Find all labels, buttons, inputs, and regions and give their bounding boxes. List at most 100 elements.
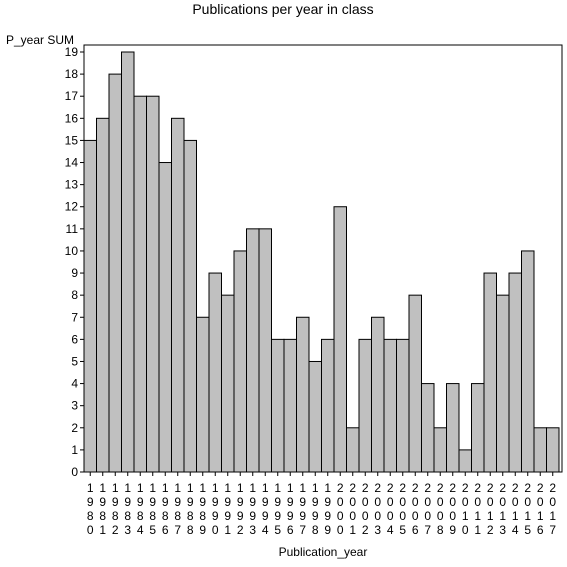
chart-title: Publications per year in class [192, 1, 373, 17]
bar-1986 [158, 162, 172, 473]
bar-2004 [383, 338, 397, 473]
y-tick-label: 6 [71, 332, 78, 346]
bar-1994 [258, 228, 272, 473]
y-tick-label: 2 [71, 421, 78, 435]
bar-1980 [83, 139, 97, 473]
bar-1999 [321, 338, 335, 473]
bar-1995 [271, 338, 285, 473]
bar-2014 [508, 272, 522, 473]
bar-2015 [521, 250, 535, 473]
y-tick-label: 18 [65, 67, 79, 81]
y-tick-label: 16 [65, 111, 79, 125]
y-tick-label: 13 [65, 178, 79, 192]
y-tick-label: 3 [71, 399, 78, 413]
bar-2003 [371, 316, 385, 473]
bar-2007 [421, 383, 435, 473]
bars-group [83, 51, 560, 473]
y-tick-label: 9 [71, 266, 78, 280]
bar-1996 [283, 338, 297, 473]
bar-1989 [196, 316, 210, 473]
bar-2005 [396, 338, 410, 473]
y-tick-label: 19 [65, 45, 79, 59]
bar-2000 [333, 206, 347, 473]
bar-2008 [433, 427, 447, 473]
bar-1981 [96, 117, 110, 473]
bar-1997 [296, 316, 310, 473]
bar-1998 [308, 360, 322, 473]
bar-2006 [408, 294, 422, 473]
bar-2011 [471, 383, 485, 473]
bar-1982 [108, 73, 122, 473]
x-axis-label: Publication_year [279, 545, 368, 559]
y-tick-label: 17 [65, 89, 79, 103]
bar-2016 [533, 427, 547, 473]
y-tick-label: 4 [71, 377, 78, 391]
x-axis: 1 9 8 0 1 9 8 1 1 9 8 2 1 9 8 3 1 9 8 4 1 9 8 5 1 9 8 6 1 9 8 7 1 9 8 8 1 9 8 9… [87, 472, 556, 537]
y-tick-label: 11 [66, 222, 79, 236]
bar-1987 [171, 117, 185, 473]
bar-2013 [496, 294, 510, 473]
bar-2001 [346, 427, 360, 473]
y-tick-label: 0 [71, 465, 78, 479]
bar-1991 [221, 294, 235, 473]
bar-2012 [483, 272, 497, 473]
y-tick-label: 15 [65, 133, 79, 147]
bar-2009 [446, 383, 460, 473]
bar-2010 [458, 449, 472, 473]
bar-1988 [183, 139, 197, 473]
y-tick-label: 12 [65, 200, 79, 214]
bar-1993 [246, 228, 260, 473]
y-axis-label: P_year SUM [6, 33, 74, 47]
bar-2002 [358, 338, 372, 473]
y-tick-label: 10 [65, 244, 79, 258]
bar-1990 [208, 272, 222, 473]
y-tick-label: 14 [65, 156, 79, 170]
y-tick-label: 8 [71, 288, 78, 302]
bar-1984 [133, 95, 147, 473]
y-tick-label: 7 [71, 310, 78, 324]
bar-1983 [121, 51, 135, 473]
y-tick-label: 1 [71, 443, 78, 457]
bar-2017 [546, 427, 560, 473]
bar-1992 [233, 250, 247, 473]
